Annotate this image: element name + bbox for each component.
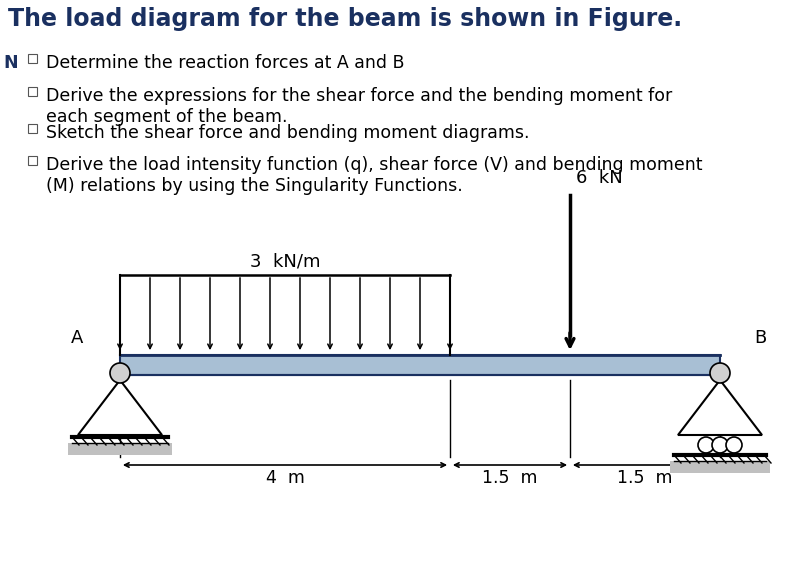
Text: Determine the reaction forces at A and B: Determine the reaction forces at A and B (46, 54, 404, 72)
Polygon shape (78, 380, 161, 435)
Polygon shape (677, 380, 761, 435)
Text: Derive the expressions for the shear force and the bending moment for
each segme: Derive the expressions for the shear for… (46, 87, 671, 126)
Circle shape (709, 363, 729, 383)
Polygon shape (669, 461, 769, 473)
Text: 4  m: 4 m (265, 469, 304, 487)
Circle shape (697, 437, 713, 453)
Text: Sketch the shear force and bending moment diagrams.: Sketch the shear force and bending momen… (46, 124, 529, 142)
Circle shape (711, 437, 727, 453)
Text: 6  kN: 6 kN (575, 169, 622, 187)
Bar (120, 355, 719, 375)
Circle shape (725, 437, 741, 453)
Text: 1.5  m: 1.5 m (482, 469, 537, 487)
Polygon shape (68, 443, 172, 455)
Text: 1.5  m: 1.5 m (617, 469, 672, 487)
Bar (28, 54, 37, 63)
Text: A: A (71, 329, 83, 347)
Text: Derive the load intensity function (q), shear force (V) and bending moment
(M) r: Derive the load intensity function (q), … (46, 156, 702, 195)
Text: The load diagram for the beam is shown in Figure.: The load diagram for the beam is shown i… (8, 7, 681, 31)
Text: B: B (753, 329, 765, 347)
Text: N: N (3, 54, 18, 72)
Text: 3  kN/m: 3 kN/m (250, 252, 320, 270)
Bar (28, 124, 37, 133)
Bar (28, 87, 37, 96)
Bar (28, 156, 37, 165)
Circle shape (110, 363, 130, 383)
